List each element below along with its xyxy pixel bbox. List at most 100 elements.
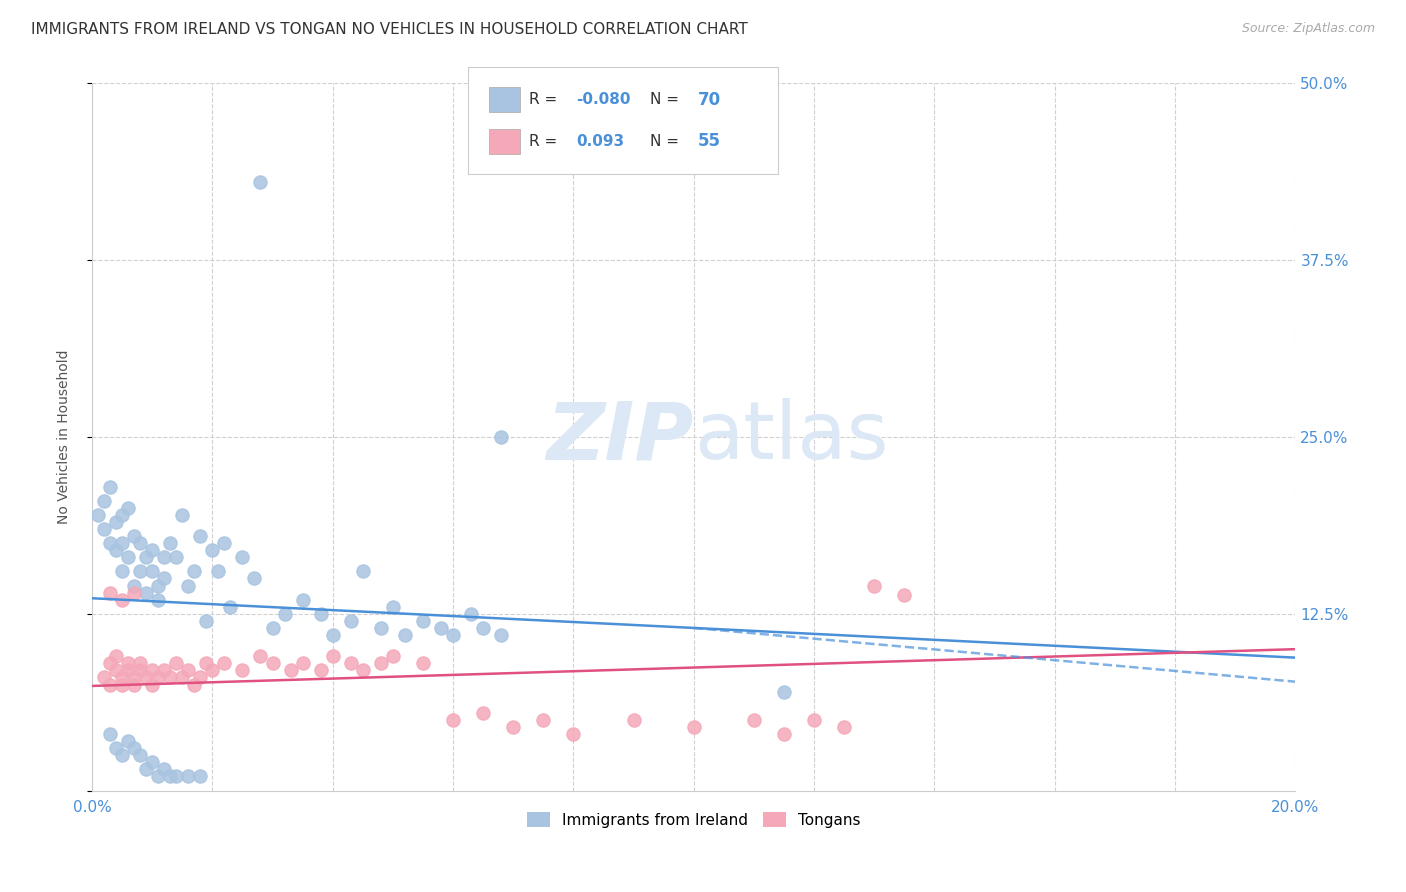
Point — [153, 550, 176, 565]
Point — [98, 479, 121, 493]
Point — [172, 508, 194, 522]
Point — [863, 578, 886, 592]
Point — [214, 536, 236, 550]
Point — [148, 578, 170, 592]
Text: 0.093: 0.093 — [576, 134, 624, 149]
Point — [441, 628, 464, 642]
Point — [141, 677, 163, 691]
Point — [111, 536, 134, 550]
Point — [291, 657, 314, 671]
Point — [381, 649, 404, 664]
Point — [93, 493, 115, 508]
Point — [430, 621, 453, 635]
Point — [111, 508, 134, 522]
Point — [742, 713, 765, 727]
Point — [339, 657, 361, 671]
Point — [122, 529, 145, 543]
Point — [472, 706, 495, 720]
Point — [172, 670, 194, 684]
Point — [249, 176, 271, 190]
Point — [183, 565, 205, 579]
Point — [262, 657, 284, 671]
Point — [159, 670, 181, 684]
Point — [135, 585, 157, 599]
Point — [412, 657, 434, 671]
Point — [177, 664, 200, 678]
Point — [183, 677, 205, 691]
Point — [153, 763, 176, 777]
Point — [105, 543, 128, 558]
Point — [803, 713, 825, 727]
Point — [773, 727, 796, 741]
Point — [562, 727, 585, 741]
Point — [135, 550, 157, 565]
Point — [309, 664, 332, 678]
Point — [231, 550, 253, 565]
Point — [773, 684, 796, 698]
Point — [117, 550, 139, 565]
Point — [188, 529, 211, 543]
Point — [370, 621, 392, 635]
Point — [98, 727, 121, 741]
Point — [129, 664, 152, 678]
Point — [188, 670, 211, 684]
Point — [129, 748, 152, 763]
Point — [322, 649, 344, 664]
Point — [273, 607, 295, 621]
Point — [219, 599, 242, 614]
Point — [159, 536, 181, 550]
Text: N =: N = — [650, 93, 683, 107]
Point — [165, 550, 187, 565]
Point — [105, 664, 128, 678]
Point — [412, 614, 434, 628]
Point — [148, 592, 170, 607]
Point — [339, 614, 361, 628]
Point — [111, 565, 134, 579]
Point — [98, 536, 121, 550]
Point — [531, 713, 554, 727]
Point — [87, 508, 110, 522]
Point — [93, 670, 115, 684]
Text: Source: ZipAtlas.com: Source: ZipAtlas.com — [1241, 22, 1375, 36]
Point — [98, 677, 121, 691]
Point — [129, 565, 152, 579]
Point — [165, 657, 187, 671]
Point — [111, 677, 134, 691]
Point — [352, 565, 374, 579]
Point — [98, 585, 121, 599]
Point — [122, 741, 145, 756]
Point — [135, 670, 157, 684]
Point — [195, 657, 218, 671]
Point — [682, 720, 704, 734]
Text: IMMIGRANTS FROM IRELAND VS TONGAN NO VEHICLES IN HOUSEHOLD CORRELATION CHART: IMMIGRANTS FROM IRELAND VS TONGAN NO VEH… — [31, 22, 748, 37]
Y-axis label: No Vehicles in Household: No Vehicles in Household — [58, 350, 72, 524]
Point — [153, 664, 176, 678]
Point — [98, 657, 121, 671]
Point — [370, 657, 392, 671]
Point — [117, 664, 139, 678]
Point — [141, 565, 163, 579]
Text: 55: 55 — [697, 132, 720, 150]
Point — [177, 578, 200, 592]
Point — [122, 578, 145, 592]
Point — [122, 585, 145, 599]
Point — [105, 515, 128, 529]
Point — [141, 664, 163, 678]
Point — [309, 607, 332, 621]
Point — [105, 649, 128, 664]
Point — [122, 670, 145, 684]
Point — [280, 664, 302, 678]
Point — [231, 664, 253, 678]
Point — [214, 657, 236, 671]
Text: atlas: atlas — [693, 398, 889, 476]
Point — [381, 599, 404, 614]
Text: R =: R = — [529, 93, 562, 107]
Point — [201, 543, 224, 558]
Point — [141, 543, 163, 558]
Point — [489, 628, 512, 642]
Point — [352, 664, 374, 678]
Point — [111, 592, 134, 607]
Point — [623, 713, 645, 727]
Point — [117, 500, 139, 515]
Text: ZIP: ZIP — [547, 398, 693, 476]
